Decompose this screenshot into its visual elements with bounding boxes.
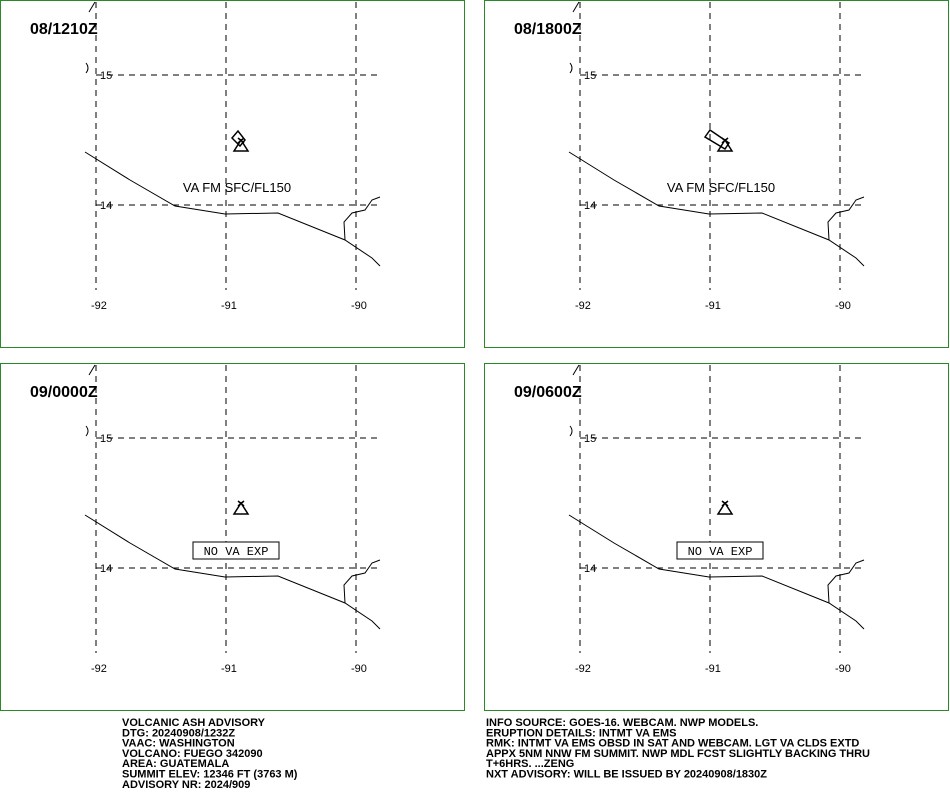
map-panel: 15 14 -92 -91 -90 09/0600Z NO VA EXP — [484, 363, 949, 711]
coastline — [568, 514, 865, 630]
advisory-line: AREA: GUATEMALA — [122, 758, 229, 770]
valid-time: 09/0000Z — [30, 384, 98, 401]
lon-label: -90 — [835, 663, 851, 675]
advisory-line: APPX 5NM NNW FM SUMMIT. NWP MDL FCST SLI… — [486, 748, 870, 760]
lon-label: -92 — [91, 300, 107, 312]
valid-time: 08/1800Z — [514, 21, 582, 38]
coastline — [84, 151, 381, 267]
coastline — [84, 514, 381, 630]
lat-label: 15 — [584, 433, 596, 445]
advisory-line: SUMMIT ELEV: 12346 FT (3763 M) — [122, 769, 298, 781]
lon-label: -91 — [221, 300, 237, 312]
coast-fragment — [85, 1, 96, 74]
map-panel: 15 14 -92 -91 -90 08/1210Z VA FM SFC/FL150 — [0, 0, 465, 348]
lon-label: -91 — [705, 300, 721, 312]
advisory-line: RMK: INTMT VA EMS OBSD IN SAT AND WEBCAM… — [486, 738, 859, 750]
coast-fragment — [569, 1, 580, 74]
ash-area — [703, 128, 731, 151]
ash-annotation: NO VA EXP — [204, 545, 269, 559]
advisory-line: NXT ADVISORY: WILL BE ISSUED BY 20240908… — [486, 769, 767, 781]
lat-label: 15 — [584, 70, 596, 82]
lon-label: -90 — [351, 663, 367, 675]
panel-border — [484, 0, 949, 348]
coast-fragment — [569, 364, 580, 437]
lat-label: 14 — [584, 563, 596, 575]
advisory-line: INFO SOURCE: GOES-16. WEBCAM. NWP MODELS… — [486, 717, 758, 729]
lat-label: 14 — [100, 200, 112, 212]
volcano — [716, 500, 734, 515]
lon-label: -92 — [575, 300, 591, 312]
ash-annotation: VA FM SFC/FL150 — [183, 180, 291, 195]
lon-label: -92 — [575, 663, 591, 675]
lon-label: -92 — [91, 663, 107, 675]
lon-label: -91 — [221, 663, 237, 675]
advisory-line: T+6HRS. ...ZENG — [486, 758, 574, 770]
advisory-line: VAAC: WASHINGTON — [122, 738, 235, 750]
coastline — [568, 151, 865, 267]
lon-label: -90 — [351, 300, 367, 312]
ash-annotation: VA FM SFC/FL150 — [667, 180, 775, 195]
advisory-line: VOLCANIC ASH ADVISORY — [122, 717, 266, 729]
annotation-box — [192, 541, 280, 560]
advisory-line: ADVISORY NR: 2024/909 — [122, 779, 250, 791]
annotation-box — [676, 541, 764, 560]
lat-label: 15 — [100, 433, 112, 445]
map-panel: 15 14 -92 -91 -90 08/1800Z VA FM SFC/FL150 — [484, 0, 949, 348]
advisory-line: VOLCANO: FUEGO 342090 — [122, 748, 263, 760]
coast-fragment — [85, 364, 96, 437]
valid-time: 08/1210Z — [30, 21, 98, 38]
valid-time: 09/0600Z — [514, 384, 582, 401]
lat-label: 14 — [584, 200, 596, 212]
panel-border — [0, 0, 465, 348]
panel-border — [0, 363, 465, 711]
map-panel: 15 14 -92 -91 -90 09/0000Z NO VA EXP — [0, 363, 465, 711]
panel-border — [484, 363, 949, 711]
volcano — [232, 500, 250, 515]
ash-area — [230, 129, 246, 148]
lat-label: 15 — [100, 70, 112, 82]
ash-annotation: NO VA EXP — [688, 545, 753, 559]
lon-label: -90 — [835, 300, 851, 312]
lon-label: -91 — [705, 663, 721, 675]
advisory-line: DTG: 20240908/1232Z — [122, 727, 235, 739]
advisory-line: ERUPTION DETAILS: INTMT VA EMS — [486, 727, 676, 739]
lat-label: 14 — [100, 563, 112, 575]
